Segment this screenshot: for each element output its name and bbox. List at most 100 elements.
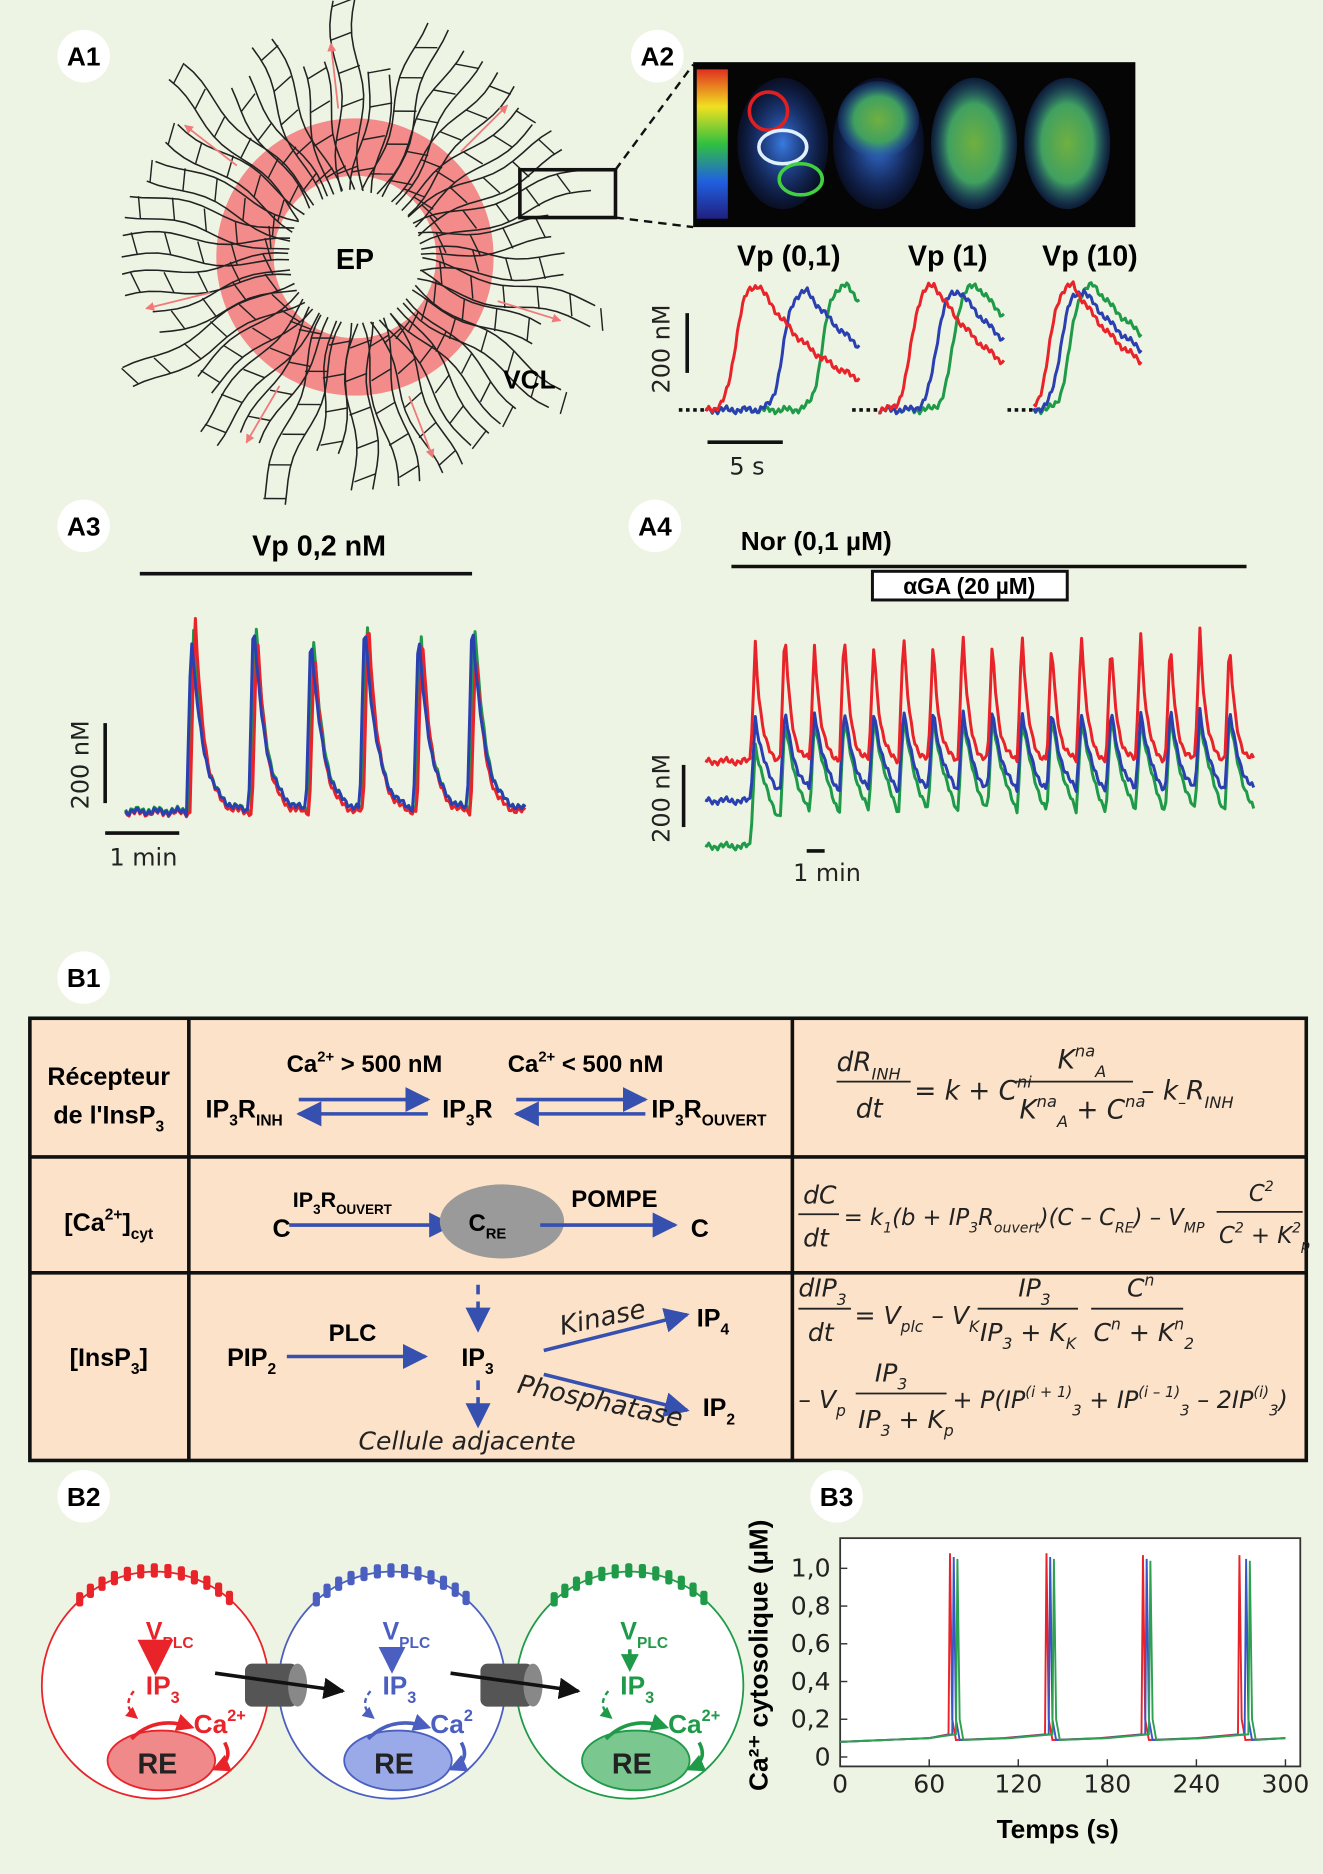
cell-border <box>439 130 462 141</box>
cell-border <box>307 66 328 80</box>
text-segment: (i + 1) <box>1025 1384 1072 1401</box>
cell-image <box>931 77 1018 210</box>
membrane-receptor <box>572 1576 581 1591</box>
cell-border <box>269 389 293 396</box>
plot-area <box>839 1537 1302 1768</box>
plate-edge <box>216 312 321 447</box>
equation-part: + P(IP(i + 1)3 + IP(i – 1)3 – 2IP(i)3) <box>953 1384 1288 1419</box>
species: IP3 <box>461 1344 494 1378</box>
cell-border <box>331 0 352 8</box>
cell-border <box>428 215 444 235</box>
membrane-receptor <box>638 1563 646 1579</box>
text-segment: 2 <box>1265 1179 1274 1195</box>
text-segment: IP <box>651 1095 675 1123</box>
cell-border <box>398 464 420 478</box>
text-segment: + C <box>1068 1096 1126 1126</box>
plate-edge <box>349 71 371 190</box>
membrane-receptor <box>387 1563 395 1578</box>
equation-part: Cn <box>1127 1271 1154 1302</box>
traces <box>704 626 1256 852</box>
cell-border <box>130 232 138 255</box>
membrane-receptor <box>203 1575 211 1590</box>
cell-border <box>171 197 176 221</box>
row-header: [InsP3] <box>70 1344 148 1378</box>
cell-border <box>480 330 488 353</box>
text-segment: R <box>1186 1077 1204 1107</box>
plate-edge <box>121 252 289 267</box>
trace <box>1032 280 1143 408</box>
text-segment: 2 <box>1235 1221 1244 1237</box>
cell-border <box>471 430 487 450</box>
text-segment: PLC <box>399 1635 430 1652</box>
text-segment: RE <box>1115 1220 1134 1236</box>
text-segment: (b + IP <box>892 1205 969 1231</box>
text-segment: 3 <box>485 1361 494 1378</box>
text-segment: C <box>1249 1181 1265 1207</box>
panel-label: B1 <box>67 963 101 993</box>
arrow <box>361 1690 375 1719</box>
arrow <box>211 1741 232 1772</box>
messenger-label: IP3 <box>382 1671 416 1707</box>
flow-arrow <box>327 42 340 109</box>
text-segment: 2+ <box>538 1049 555 1065</box>
zoom-line <box>615 216 694 229</box>
text-segment: K <box>969 1318 981 1336</box>
cell-border <box>502 227 514 249</box>
cell-border <box>214 178 218 202</box>
text-segment: 3 <box>1041 1291 1051 1309</box>
text-segment: Récepteur <box>47 1063 170 1091</box>
plate-edge <box>405 298 517 410</box>
cell-border <box>344 373 367 383</box>
messenger-label: IP3 <box>146 1671 180 1707</box>
membrane-receptor <box>110 1570 118 1586</box>
text-segment: IP <box>206 1095 230 1123</box>
species: CRE <box>468 1210 506 1243</box>
cell-border <box>163 272 175 294</box>
cell-border <box>213 116 226 138</box>
text-segment: [InsP <box>70 1344 131 1372</box>
enzyme-label: VPLC <box>620 1618 668 1652</box>
scale-label: 200 nM <box>647 754 675 843</box>
simulation-chart: Ca²⁺ cytosolique (µM) Temps (s) 0 60 120 18… <box>743 1520 1309 1845</box>
text-segment: 3 <box>1269 1403 1278 1420</box>
cell-border <box>336 131 358 142</box>
cell-border <box>243 368 265 379</box>
equation-part: IP3 <box>875 1359 907 1394</box>
cell-border <box>238 303 257 321</box>
cell-border <box>482 176 501 194</box>
cell-border <box>153 357 172 374</box>
arrow <box>125 1690 139 1719</box>
text-segment: 2 <box>1292 1221 1301 1237</box>
text-segment: OUVERT <box>336 1202 393 1217</box>
plate-edge <box>183 63 315 206</box>
cell-border <box>369 334 390 348</box>
equation-part: IP3 <box>1018 1274 1050 1309</box>
plate-edge <box>302 66 335 195</box>
equation-part: KnaA + Cna <box>1019 1092 1145 1131</box>
text-segment: ouvert <box>994 1220 1040 1236</box>
equation-part: – Vp <box>798 1385 846 1420</box>
text-segment: IP <box>461 1344 485 1372</box>
text-segment: 3 <box>313 1202 320 1217</box>
cell-border <box>222 344 243 358</box>
text-segment: IP <box>858 1405 881 1434</box>
text-segment: IP <box>1018 1274 1041 1303</box>
scale-label: 200 nM <box>66 720 94 809</box>
cell-border <box>421 204 439 221</box>
plate-edge <box>420 269 542 325</box>
text-segment: (i) <box>1253 1384 1269 1401</box>
cell-border <box>197 271 209 293</box>
cell-border <box>197 241 205 264</box>
equation-part: dt <box>856 1094 885 1124</box>
trace <box>124 633 527 818</box>
cell-border <box>121 367 139 385</box>
plate-edge <box>420 235 552 257</box>
arrow <box>543 1372 690 1417</box>
text-segment: + K <box>1012 1318 1068 1347</box>
plate-edge <box>395 60 484 206</box>
text-segment: 2+ <box>702 1707 721 1725</box>
cell-border <box>383 327 402 344</box>
table-frame <box>28 1016 1309 1463</box>
row-header: [Ca2+]cyt <box>64 1207 153 1243</box>
cell-border <box>420 298 429 321</box>
